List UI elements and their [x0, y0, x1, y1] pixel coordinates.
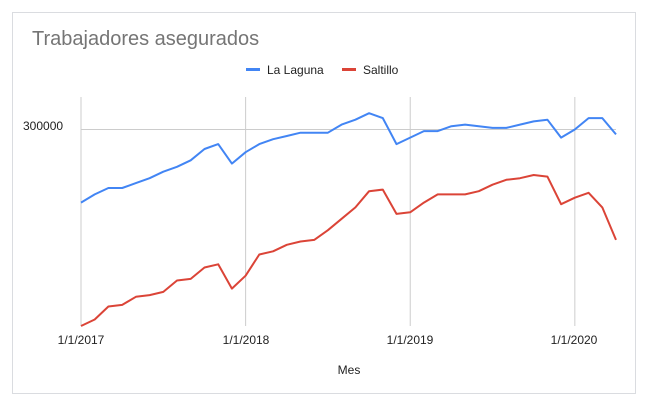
legend-swatch-la-laguna: [246, 68, 260, 71]
legend-label-saltillo: Saltillo: [363, 63, 399, 77]
legend-label-la-laguna: La Laguna: [267, 63, 324, 77]
series-line-saltillo: [80, 174, 617, 327]
x-tick-label: 1/1/2020: [551, 333, 598, 347]
x-axis-title: Mes: [338, 363, 361, 377]
series-lines: [80, 112, 617, 327]
legend: La Laguna Saltillo: [246, 63, 399, 77]
chart-title: Trabajadores asegurados: [32, 28, 260, 50]
gridlines: [80, 97, 616, 326]
x-tick-label: 1/1/2018: [223, 333, 270, 347]
chart-frame: [12, 12, 636, 394]
x-tick-label: 1/1/2017: [58, 333, 105, 347]
x-tick-label: 1/1/2019: [387, 333, 434, 347]
legend-swatch-saltillo: [342, 68, 356, 71]
y-tick-label: 300000: [23, 119, 63, 133]
x-axis-ticks: 1/1/2017 1/1/2018 1/1/2019 1/1/2020: [58, 333, 598, 347]
series-line-la-laguna: [80, 112, 617, 204]
